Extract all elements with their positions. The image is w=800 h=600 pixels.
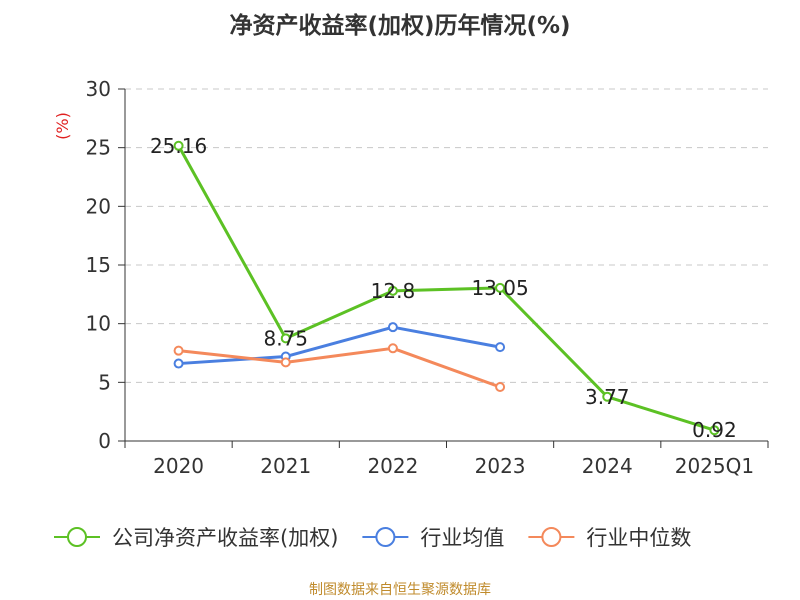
y-tick-label: 10 xyxy=(86,312,111,336)
series-line-2 xyxy=(178,346,501,389)
x-tick-label: 2022 xyxy=(367,454,418,478)
data-label: 0.92 xyxy=(692,418,737,442)
series-point-1 xyxy=(173,358,184,369)
legend-label: 行业均值 xyxy=(420,526,504,550)
y-tick-label: 0 xyxy=(98,429,111,453)
legend-marker-icon xyxy=(541,527,562,547)
legend-marker-icon xyxy=(375,527,396,547)
series-line-1 xyxy=(178,325,501,366)
data-label: 8.75 xyxy=(263,326,308,350)
legend-label: 行业中位数 xyxy=(586,526,691,550)
legend-label: 公司净资产收益率(加权) xyxy=(112,526,338,550)
chart-title: 净资产收益率(加权)历年情况(%) xyxy=(229,13,571,39)
x-tick-label: 2024 xyxy=(582,454,633,478)
series-point-1 xyxy=(387,322,398,333)
series-point-0 xyxy=(495,282,506,293)
series-point-0 xyxy=(173,140,184,151)
x-tick-label: 2021 xyxy=(260,454,311,478)
y-tick-label: 5 xyxy=(98,370,111,394)
series-point-0 xyxy=(602,391,613,402)
data-label: 25.16 xyxy=(150,134,207,158)
x-tick-label: 2025Q1 xyxy=(675,454,754,478)
data-label: 12.8 xyxy=(371,279,416,303)
x-tick-label: 2020 xyxy=(153,454,204,478)
series-point-1 xyxy=(495,342,506,353)
series-point-0 xyxy=(387,285,398,296)
series-point-2 xyxy=(387,343,398,354)
y-tick-label: 25 xyxy=(86,136,111,160)
series-point-2 xyxy=(280,357,291,368)
y-tick-label: 30 xyxy=(86,77,111,101)
series-point-0 xyxy=(709,425,720,436)
series-point-2 xyxy=(495,382,506,393)
series-point-2 xyxy=(173,345,184,356)
series-line-0 xyxy=(177,145,715,432)
data-label: 3.77 xyxy=(585,385,630,409)
x-tick-label: 2023 xyxy=(475,454,526,478)
legend-marker-icon xyxy=(67,527,87,547)
line-chart: 0 5 10 15 20 25 30 (%) 2020 2021 2022 2023 2024 2025Q… xyxy=(53,77,769,550)
y-tick-label: 15 xyxy=(86,253,111,277)
data-source-note: 制图数据来自恒生聚源数据库 xyxy=(309,582,491,598)
y-tick-label: 20 xyxy=(86,194,111,218)
y-axis-label: (%) xyxy=(53,112,72,140)
data-label: 13.05 xyxy=(471,276,528,300)
series-point-0 xyxy=(280,333,291,344)
